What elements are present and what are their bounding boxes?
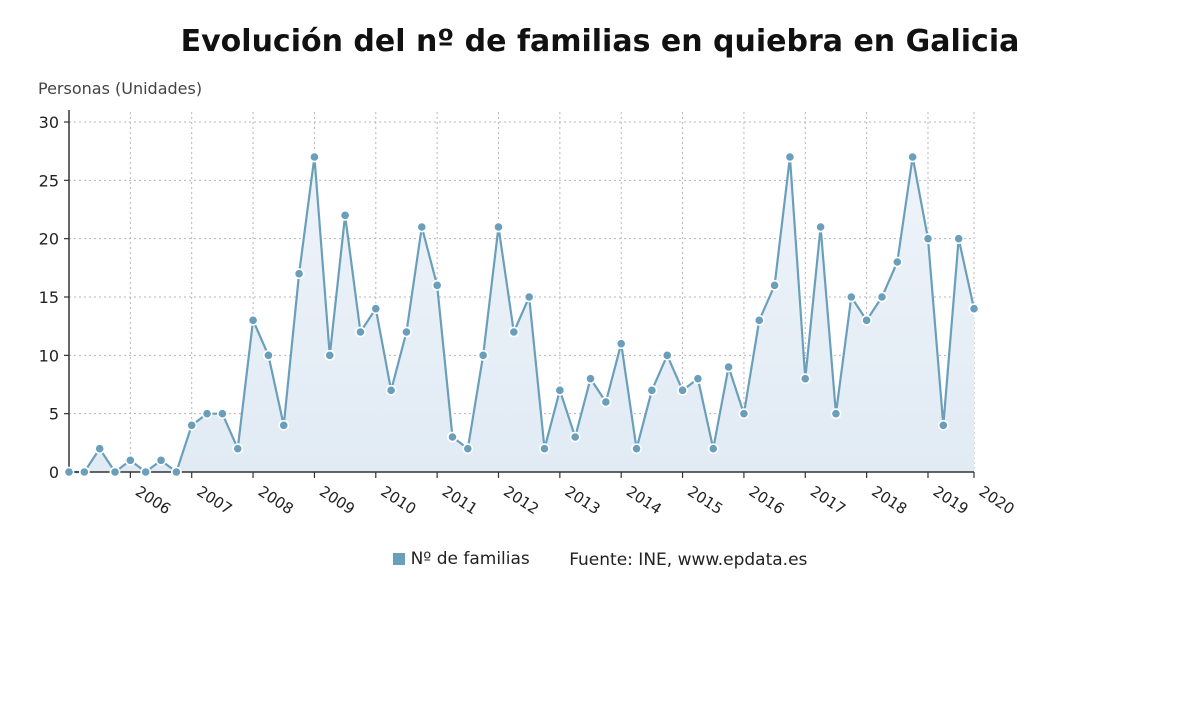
data-point[interactable] — [554, 384, 566, 396]
y-tick-label: 15 — [39, 288, 59, 307]
data-point[interactable] — [876, 291, 888, 303]
data-point[interactable] — [309, 151, 320, 163]
data-point[interactable] — [216, 408, 228, 420]
x-tick-label: 2018 — [868, 482, 910, 518]
data-point[interactable] — [155, 454, 167, 466]
x-tick-label: 2017 — [807, 482, 849, 518]
data-point[interactable] — [845, 291, 857, 303]
data-point[interactable] — [569, 431, 581, 443]
legend: Nº de familias Fuente: INE, www.epdata.e… — [0, 549, 1200, 570]
x-tick-label: 2009 — [316, 482, 358, 518]
data-point[interactable] — [769, 279, 780, 291]
x-tick-label: 2008 — [255, 482, 297, 518]
data-point[interactable] — [861, 314, 873, 326]
x-tick-labels: 2006 2007 2008 2009 2010 2011 2012 2013 2014 2015… — [132, 482, 1017, 518]
data-point[interactable] — [447, 431, 458, 443]
data-point[interactable] — [615, 338, 627, 350]
axes — [64, 110, 975, 478]
x-tick-label: 2011 — [439, 482, 481, 518]
data-point[interactable] — [293, 268, 305, 280]
y-tick-label: 30 — [39, 113, 59, 132]
data-point[interactable] — [278, 419, 290, 431]
data-point[interactable] — [78, 466, 90, 478]
data-point[interactable] — [124, 454, 136, 466]
data-point[interactable] — [477, 349, 489, 361]
data-point[interactable] — [431, 279, 443, 291]
data-point[interactable] — [600, 396, 612, 408]
data-point[interactable] — [753, 314, 765, 326]
x-tick-label: 2015 — [684, 482, 726, 518]
data-point[interactable] — [247, 314, 259, 326]
data-point[interactable] — [830, 408, 842, 420]
data-point[interactable] — [799, 373, 811, 385]
data-point[interactable] — [324, 349, 336, 361]
data-point[interactable] — [968, 303, 980, 315]
data-point[interactable] — [784, 151, 796, 163]
data-point[interactable] — [723, 361, 734, 373]
data-point[interactable] — [201, 408, 213, 420]
y-tick-labels: 0 5 10 15 20 25 30 — [39, 113, 59, 482]
data-point[interactable] — [937, 419, 949, 431]
data-point[interactable] — [631, 443, 642, 455]
data-point[interactable] — [585, 373, 596, 385]
data-points — [63, 151, 980, 478]
x-tick-label: 2010 — [378, 482, 420, 518]
data-point[interactable] — [416, 221, 428, 233]
data-point[interactable] — [462, 443, 474, 455]
data-point[interactable] — [94, 443, 106, 455]
legend-label: Nº de familias — [410, 549, 530, 569]
y-tick-label: 5 — [49, 405, 59, 424]
x-tick-label: 2019 — [930, 482, 972, 518]
data-point[interactable] — [922, 233, 934, 245]
data-point[interactable] — [385, 384, 397, 396]
source-note: Fuente: INE, www.epdata.es — [569, 550, 808, 570]
data-point[interactable] — [63, 466, 75, 478]
data-point[interactable] — [355, 326, 366, 338]
chart-title: Evolución del nº de familias en quiebra … — [180, 24, 1020, 59]
data-point[interactable] — [232, 443, 244, 455]
data-point[interactable] — [891, 256, 903, 268]
data-point[interactable] — [661, 349, 673, 361]
x-tick-label: 2006 — [132, 482, 174, 518]
data-point[interactable] — [907, 151, 919, 163]
x-tick-label: 2014 — [623, 482, 665, 518]
data-point[interactable] — [493, 221, 504, 233]
data-point[interactable] — [646, 384, 658, 396]
y-tick-label: 10 — [39, 346, 59, 365]
data-point[interactable] — [186, 419, 198, 431]
data-point[interactable] — [370, 303, 382, 315]
data-point[interactable] — [539, 443, 550, 455]
x-tick-label: 2020 — [976, 482, 1018, 518]
data-point[interactable] — [692, 373, 704, 385]
data-point[interactable] — [140, 466, 152, 478]
data-point[interactable] — [508, 326, 520, 338]
data-point[interactable] — [707, 443, 719, 455]
data-point[interactable] — [815, 221, 827, 233]
data-point[interactable] — [339, 209, 351, 221]
y-axis-label: Personas (Unidades) — [38, 79, 203, 98]
y-tick-label: 0 — [49, 463, 59, 482]
y-tick-label: 25 — [39, 171, 59, 190]
data-point[interactable] — [263, 349, 274, 361]
data-point[interactable] — [953, 233, 965, 245]
x-tick-label: 2012 — [500, 482, 542, 518]
legend-swatch — [392, 553, 405, 565]
data-point[interactable] — [677, 384, 688, 396]
x-tick-label: 2016 — [746, 482, 788, 518]
data-point[interactable] — [738, 408, 750, 420]
data-point[interactable] — [523, 291, 535, 303]
data-point[interactable] — [170, 466, 182, 478]
data-point[interactable] — [401, 326, 412, 338]
x-tick-label: 2013 — [562, 482, 604, 518]
data-point[interactable] — [109, 466, 121, 478]
x-tick-label: 2007 — [194, 482, 236, 518]
legend-item-series[interactable]: Nº de familias — [392, 549, 530, 569]
y-tick-label: 20 — [39, 230, 59, 249]
